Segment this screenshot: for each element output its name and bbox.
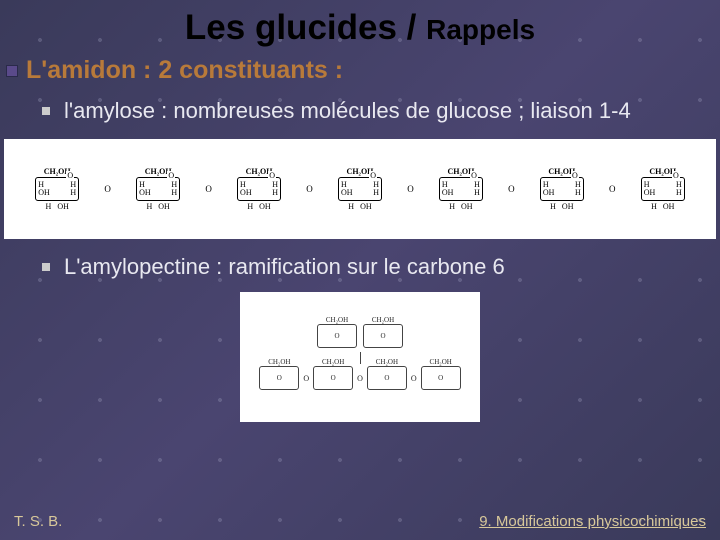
bullet-row-1: l'amylose : nombreuses molécules de gluc… <box>0 91 720 131</box>
bullet-small-icon <box>42 107 50 115</box>
glucose-unit: CH₂OHOHOHHHHOH <box>8 145 106 233</box>
amylose-structure: CH₂OHOHOHHHHOHOCH₂OHOHOHHHHOHOCH₂OHOHOHH… <box>4 139 716 239</box>
glucose-unit: CH₂OHOHOHHHHOH <box>614 145 712 233</box>
footer-right: 9. Modifications physicochimiques <box>479 513 706 530</box>
amylopectin-wrap: CH₂OHOCH₂OHOCH₂OHOOCH₂OHOOCH₂OHOOCH₂OHO <box>0 286 720 422</box>
bullet-text-1: l'amylose : nombreuses molécules de gluc… <box>64 97 631 125</box>
glucose-unit: CH₂OHOHOHHHHOH <box>109 145 207 233</box>
glucose-unit: CH₂OHOHOHHHHOH <box>513 145 611 233</box>
amylopectin-structure: CH₂OHOCH₂OHOCH₂OHOOCH₂OHOOCH₂OHOOCH₂OHO <box>240 292 480 422</box>
glucose-unit: CH₂OHOHOHHHHOH <box>311 145 409 233</box>
bullet-square-icon <box>6 65 18 77</box>
footer-left: T. S. B. <box>14 513 62 530</box>
heading-text: L'amidon : 2 constituants : <box>26 56 343 85</box>
bullet-row-2: L'amylopectine : ramification sur le car… <box>0 247 720 287</box>
title-main: Les glucides / <box>185 8 426 47</box>
title-sub: Rappels <box>426 14 535 45</box>
footer: T. S. B. 9. Modifications physicochimiqu… <box>0 513 720 530</box>
bullet-small-icon <box>42 263 50 271</box>
slide-title: Les glucides / Rappels <box>0 0 720 48</box>
glucose-unit: CH₂OHOHOHHHHOH <box>210 145 308 233</box>
heading-row: L'amidon : 2 constituants : <box>0 48 720 91</box>
glucose-unit: CH₂OHOHOHHHHOH <box>412 145 510 233</box>
bullet-text-2: L'amylopectine : ramification sur le car… <box>64 253 505 281</box>
